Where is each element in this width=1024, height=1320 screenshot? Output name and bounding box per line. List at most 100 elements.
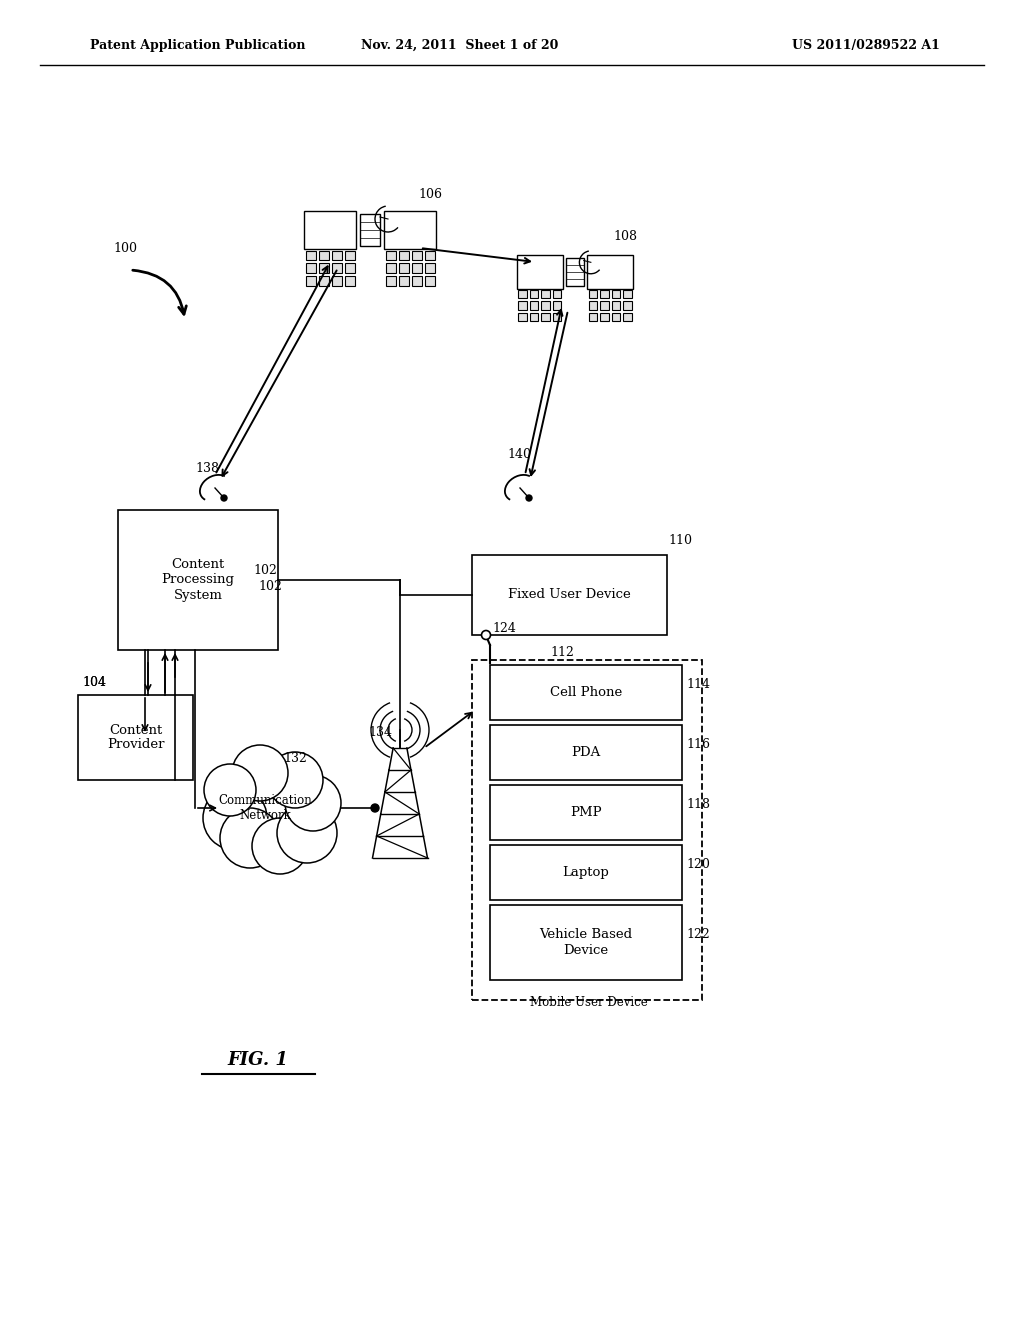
Circle shape [227,766,303,841]
Circle shape [252,818,308,874]
Bar [332,276,341,285]
Text: Content
Processing
System: Content Processing System [162,558,234,602]
Text: Content
Provider: Content Provider [106,723,164,751]
Text: 120: 120 [686,858,710,871]
Bar [78,696,193,780]
Bar [553,301,561,309]
Bar [305,251,315,260]
Bar [385,263,395,273]
Bar [318,251,329,260]
Bar [425,276,434,285]
Text: 124: 124 [493,622,516,635]
Bar [385,276,395,285]
Bar [332,251,341,260]
Bar [360,214,380,246]
Bar [398,276,409,285]
Bar [518,313,527,321]
Bar [529,301,539,309]
Bar [472,554,667,635]
Bar [611,301,621,309]
Bar [542,290,550,298]
Circle shape [481,631,490,639]
Bar [398,251,409,260]
Bar [385,251,395,260]
Bar [332,263,341,273]
Bar [517,255,562,289]
Text: 114: 114 [686,678,710,692]
Bar [518,290,527,298]
Text: FIG. 1: FIG. 1 [227,1051,289,1069]
Text: PMP: PMP [570,807,602,818]
Bar [490,725,682,780]
Bar [600,301,608,309]
Circle shape [220,808,280,869]
Circle shape [278,803,337,863]
Bar [472,660,702,1001]
Text: 118: 118 [686,799,710,812]
Bar [600,290,608,298]
Circle shape [285,775,341,832]
Circle shape [203,785,267,850]
Bar [589,313,597,321]
Text: PDA: PDA [571,746,601,759]
Bar [118,510,278,649]
Text: 104: 104 [82,676,106,689]
Text: 140: 140 [507,449,531,462]
Bar [553,290,561,298]
Bar [344,276,354,285]
Bar [318,263,329,273]
Text: 100: 100 [113,242,137,255]
Text: 102: 102 [258,579,282,593]
Bar [624,290,632,298]
Text: 138: 138 [195,462,219,474]
Bar [398,263,409,273]
Bar [490,906,682,979]
Bar [624,301,632,309]
Bar [304,211,356,249]
Bar [542,301,550,309]
Bar [490,665,682,719]
Bar [588,255,633,289]
Text: 132: 132 [283,751,307,764]
Text: 106: 106 [418,189,442,202]
Bar [589,290,597,298]
Circle shape [526,495,532,502]
Bar [490,785,682,840]
Text: 108: 108 [613,231,637,243]
Bar [318,276,329,285]
Text: Nov. 24, 2011  Sheet 1 of 20: Nov. 24, 2011 Sheet 1 of 20 [361,38,559,51]
Text: Patent Application Publication: Patent Application Publication [90,38,305,51]
Bar [425,263,434,273]
Text: 104: 104 [82,676,106,689]
Bar [553,313,561,321]
Bar [412,276,422,285]
Bar [412,251,422,260]
Bar [542,313,550,321]
Text: Communication
Network: Communication Network [218,795,312,822]
Circle shape [204,764,256,816]
Bar [566,257,584,286]
Bar [425,251,434,260]
Bar [490,845,682,900]
Bar [600,313,608,321]
Text: Cell Phone: Cell Phone [550,686,623,700]
Text: 116: 116 [686,738,710,751]
Text: 134: 134 [368,726,392,738]
Circle shape [371,804,379,812]
Bar [529,313,539,321]
Text: 122: 122 [686,928,710,941]
Bar [344,251,354,260]
Circle shape [221,495,227,502]
Text: Fixed User Device: Fixed User Device [508,589,631,602]
Bar [611,290,621,298]
Text: 112: 112 [550,645,573,659]
Circle shape [267,752,323,808]
Text: Mobile User Device: Mobile User Device [530,995,648,1008]
Text: Laptop: Laptop [562,866,609,879]
Bar [518,301,527,309]
Bar [529,290,539,298]
Bar [384,211,436,249]
Text: 110: 110 [668,533,692,546]
Bar [305,263,315,273]
Bar [624,313,632,321]
